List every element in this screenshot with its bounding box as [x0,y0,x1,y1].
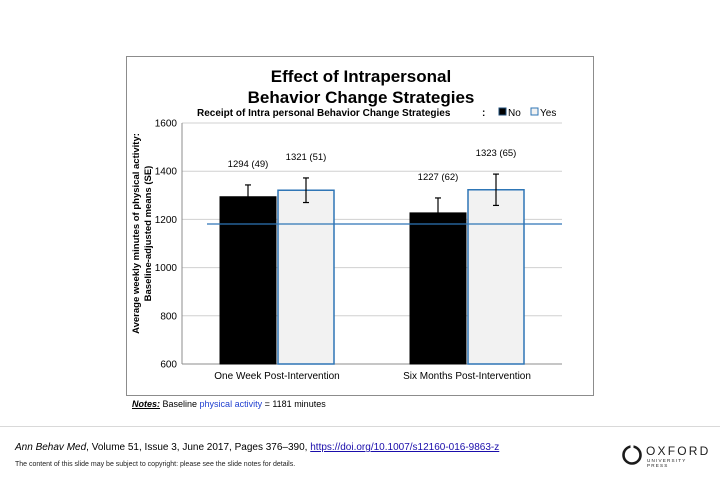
data-label-yes-1: 1321 (51) [286,152,327,163]
data-label-yes-2: 1323 (65) [476,148,517,159]
notes-label: Notes: [132,399,161,409]
x-tick-label-1: One Week Post-Intervention [214,371,339,382]
legend-swatch-no [498,107,507,116]
y-tick-label-1200: 1200 [155,215,178,226]
legend-title: Receipt of Intra personal Behavior Chang… [197,108,451,119]
footer-divider [0,426,720,427]
copyright-notice: The content of this slide may be subject… [15,461,296,468]
notes-text-after: = 1181 minutes [262,399,326,409]
citation-details: , Volume 51, Issue 3, June 2017, Pages 3… [86,442,311,453]
legend-separator: : [482,108,485,119]
oxford-subtitle: UNIVERSITY PRESS [647,458,687,468]
legend-swatch-yes [530,107,539,116]
chart-panel: Effect of Intrapersonal Behavior Change S… [126,56,594,396]
citation-journal: Ann Behav Med [15,442,87,453]
y-tick-label-600: 600 [160,360,177,371]
y-axis-label-line-2: Baseline-adjusted means (SE) [143,166,154,302]
y-tick-label-1000: 1000 [155,263,178,274]
y-axis-label-line-1: Average weekly minutes of physical activ… [131,133,142,334]
oxford-wordmark: OXFORD [646,444,711,458]
bar-yes-2 [467,189,525,365]
data-label-no-2: 1227 (62) [418,172,459,183]
y-tick-label-1600: 1600 [155,119,178,130]
oxford-emblem-icon [622,445,642,465]
notes-text-before: Baseline [160,399,200,409]
chart-title-line-2: Behavior Change Strategies [248,88,475,107]
legend-label-no: No [508,108,521,119]
bar-yes-1 [277,189,335,365]
citation-doi-link[interactable]: https://doi.org/10.1007/s12160-016-9863-… [310,442,500,453]
citation: Ann Behav Med, Volume 51, Issue 3, June … [15,442,499,453]
bar-no-1 [219,196,277,365]
bar-no-2 [409,212,467,365]
bar-chart: Effect of Intrapersonal Behavior Change S… [131,67,562,382]
chart-notes: Notes: Baseline physical activity = 1181… [132,399,326,409]
legend-label-yes: Yes [540,108,556,119]
x-tick-label-2: Six Months Post-Intervention [403,371,531,382]
oxford-logo: OXFORD UNIVERSITY PRESS [622,444,711,468]
chart-title-line-1: Effect of Intrapersonal [271,67,451,86]
y-tick-label-800: 800 [160,311,177,322]
y-tick-label-1400: 1400 [155,167,178,178]
data-label-no-1: 1294 (49) [228,159,269,170]
notes-link-text: physical activity [199,399,263,409]
